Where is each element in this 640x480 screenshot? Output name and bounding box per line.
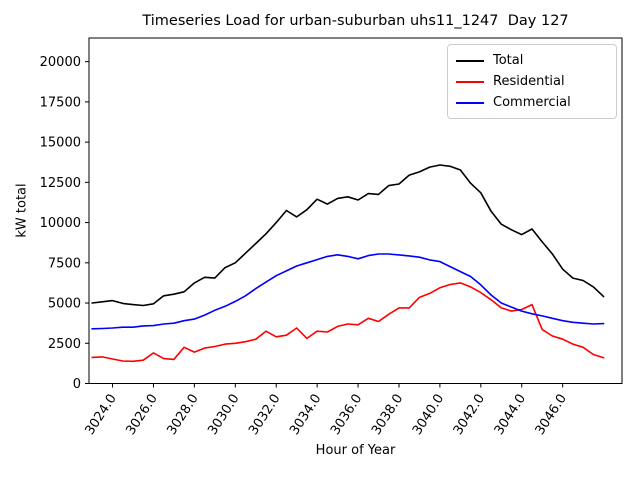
commercial-line-sample <box>456 101 484 104</box>
y-tick-label: 5000 <box>48 297 81 312</box>
x-tick-label: 3026.0 <box>123 392 160 438</box>
x-tick-label: 3044.0 <box>492 392 529 438</box>
residential-line-sample <box>456 80 484 83</box>
series-line-total <box>91 164 605 307</box>
y-tick-label: 0 <box>73 377 81 392</box>
y-tick-label: 15000 <box>40 136 81 151</box>
y-tick-label: 7500 <box>48 256 81 271</box>
series-line-commercial <box>91 253 605 330</box>
x-tick-label: 3038.0 <box>369 392 406 438</box>
y-tick-label: 17500 <box>40 95 81 110</box>
x-axis-label: Hour of Year <box>315 443 396 458</box>
x-tick-label: 3030.0 <box>205 392 242 438</box>
legend-label-residential: Residential <box>493 74 565 89</box>
x-tick-label: 3036.0 <box>328 392 365 438</box>
y-tick-label: 12500 <box>40 176 81 191</box>
legend-label-total: Total <box>493 53 524 68</box>
x-tick-label: 3028.0 <box>164 392 201 438</box>
y-tick-label: 20000 <box>40 55 81 70</box>
x-tick-label: 3032.0 <box>246 392 283 438</box>
x-tick-label: 3042.0 <box>451 392 488 438</box>
x-tick-label: 3024.0 <box>83 392 120 438</box>
x-tick-label: 3034.0 <box>287 392 324 438</box>
legend-entry-commercial: Commercial <box>456 92 608 113</box>
x-axis: 3024.0 3026.0 3028.0 3030.0 3032.0 3034.0 3036… <box>83 383 570 438</box>
x-tick-label: 3040.0 <box>410 392 447 438</box>
y-axis: 0 2500 5000 7500 10000 12500 15000 17500 20000 <box>40 55 89 392</box>
legend-label-commercial: Commercial <box>493 95 571 110</box>
legend-entry-total: Total <box>456 50 608 71</box>
y-tick-label: 2500 <box>48 337 81 352</box>
plot-border <box>88 37 623 384</box>
legend-entry-residential: Residential <box>456 71 608 92</box>
x-tick-label: 3046.0 <box>533 392 570 438</box>
y-tick-label: 10000 <box>40 216 81 231</box>
legend: Total Residential Commercial <box>447 44 617 119</box>
y-axis-label: kW total <box>14 183 30 238</box>
total-line-sample <box>456 59 484 62</box>
chart-title: Timeseries Load for urban-suburban uhs11… <box>142 13 569 29</box>
